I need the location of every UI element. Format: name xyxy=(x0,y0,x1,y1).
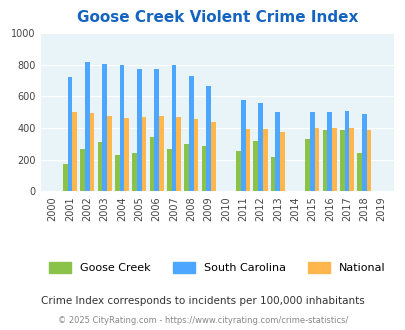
Bar xyxy=(184,144,188,191)
Bar xyxy=(119,65,124,191)
Bar xyxy=(258,103,262,191)
Bar xyxy=(366,130,371,191)
Bar xyxy=(176,117,181,191)
Bar xyxy=(63,164,68,191)
Bar xyxy=(80,149,85,191)
Bar xyxy=(245,129,249,191)
Bar xyxy=(193,118,198,191)
Text: © 2025 CityRating.com - https://www.cityrating.com/crime-statistics/: © 2025 CityRating.com - https://www.city… xyxy=(58,316,347,325)
Bar xyxy=(171,65,176,191)
Bar xyxy=(270,157,275,191)
Bar xyxy=(331,128,336,191)
Bar xyxy=(154,69,158,191)
Bar xyxy=(141,117,146,191)
Bar xyxy=(85,61,90,191)
Bar xyxy=(90,113,94,191)
Bar xyxy=(107,116,111,191)
Bar xyxy=(275,112,279,191)
Bar xyxy=(136,69,141,191)
Bar xyxy=(344,112,349,191)
Bar xyxy=(240,100,245,191)
Bar xyxy=(322,130,326,191)
Bar xyxy=(166,149,171,191)
Bar xyxy=(124,118,129,191)
Bar xyxy=(115,155,119,191)
Bar xyxy=(361,114,366,191)
Bar xyxy=(356,153,361,191)
Bar xyxy=(279,132,284,191)
Bar xyxy=(210,122,215,191)
Bar xyxy=(102,64,107,191)
Bar xyxy=(149,137,154,191)
Title: Goose Creek Violent Crime Index: Goose Creek Violent Crime Index xyxy=(76,10,357,25)
Bar xyxy=(326,112,331,191)
Legend: Goose Creek, South Carolina, National: Goose Creek, South Carolina, National xyxy=(44,257,389,278)
Bar xyxy=(188,76,193,191)
Bar xyxy=(236,151,240,191)
Bar xyxy=(339,130,344,191)
Bar xyxy=(305,139,309,191)
Bar xyxy=(68,77,72,191)
Bar xyxy=(349,128,353,191)
Bar xyxy=(262,129,267,191)
Bar xyxy=(206,86,210,191)
Bar xyxy=(253,141,258,191)
Bar xyxy=(314,128,319,191)
Bar xyxy=(201,146,206,191)
Bar xyxy=(98,142,102,191)
Bar xyxy=(158,116,163,191)
Bar xyxy=(72,112,77,191)
Text: Crime Index corresponds to incidents per 100,000 inhabitants: Crime Index corresponds to incidents per… xyxy=(41,296,364,306)
Bar xyxy=(309,112,314,191)
Bar xyxy=(132,153,136,191)
